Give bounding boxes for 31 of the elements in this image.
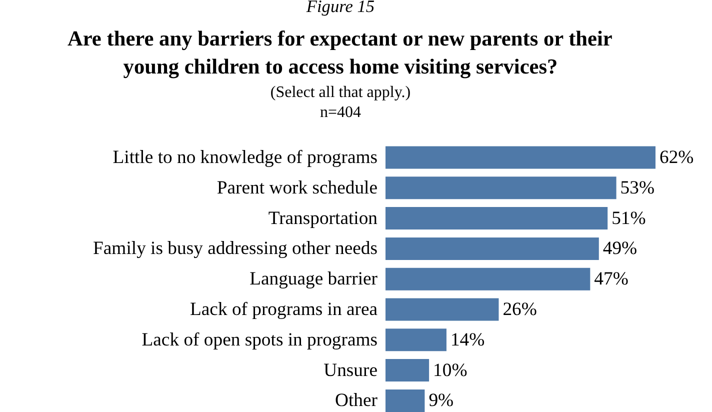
y-tick-label: Little to no knowledge of programs <box>112 147 378 168</box>
y-tick-label: Parent work schedule <box>216 177 378 198</box>
bar <box>386 146 656 169</box>
y-tick-label: Lack of programs in area <box>190 299 378 320</box>
chart-title: Are there any barriers for expectant or new parents or their young children to access home visiting services? <box>67 26 613 78</box>
y-tick-label: Lack of open spots in programs <box>142 329 378 350</box>
bar <box>386 268 590 290</box>
text: n=404 <box>320 104 362 121</box>
chart-subtitle: (Select all that apply.) <box>270 84 411 101</box>
y-tick-label: Unsure <box>324 360 378 381</box>
data-label: 49% <box>602 238 638 260</box>
data-label: 26% <box>502 299 537 320</box>
y-tick-label: Other <box>335 390 378 412</box>
bar <box>386 237 599 260</box>
data-label: 51% <box>612 208 646 229</box>
bar <box>386 389 425 412</box>
data-label: 62% <box>660 147 694 168</box>
bar <box>386 328 446 352</box>
y-tick-label: Language barrier <box>250 268 378 290</box>
bar <box>386 207 608 230</box>
bar <box>386 176 616 200</box>
y-tick-label: Transportation <box>268 208 378 229</box>
bar <box>386 298 499 321</box>
data-label: 9% <box>428 390 454 412</box>
data-label: 47% <box>594 268 628 290</box>
y-tick-label: Family is busy addressing other needs <box>93 238 378 260</box>
data-label: 14% <box>450 329 485 350</box>
caption: Figure 15 <box>305 0 375 16</box>
data-label: 53% <box>620 177 655 198</box>
data-label: 10% <box>433 360 468 381</box>
bar <box>386 359 430 382</box>
